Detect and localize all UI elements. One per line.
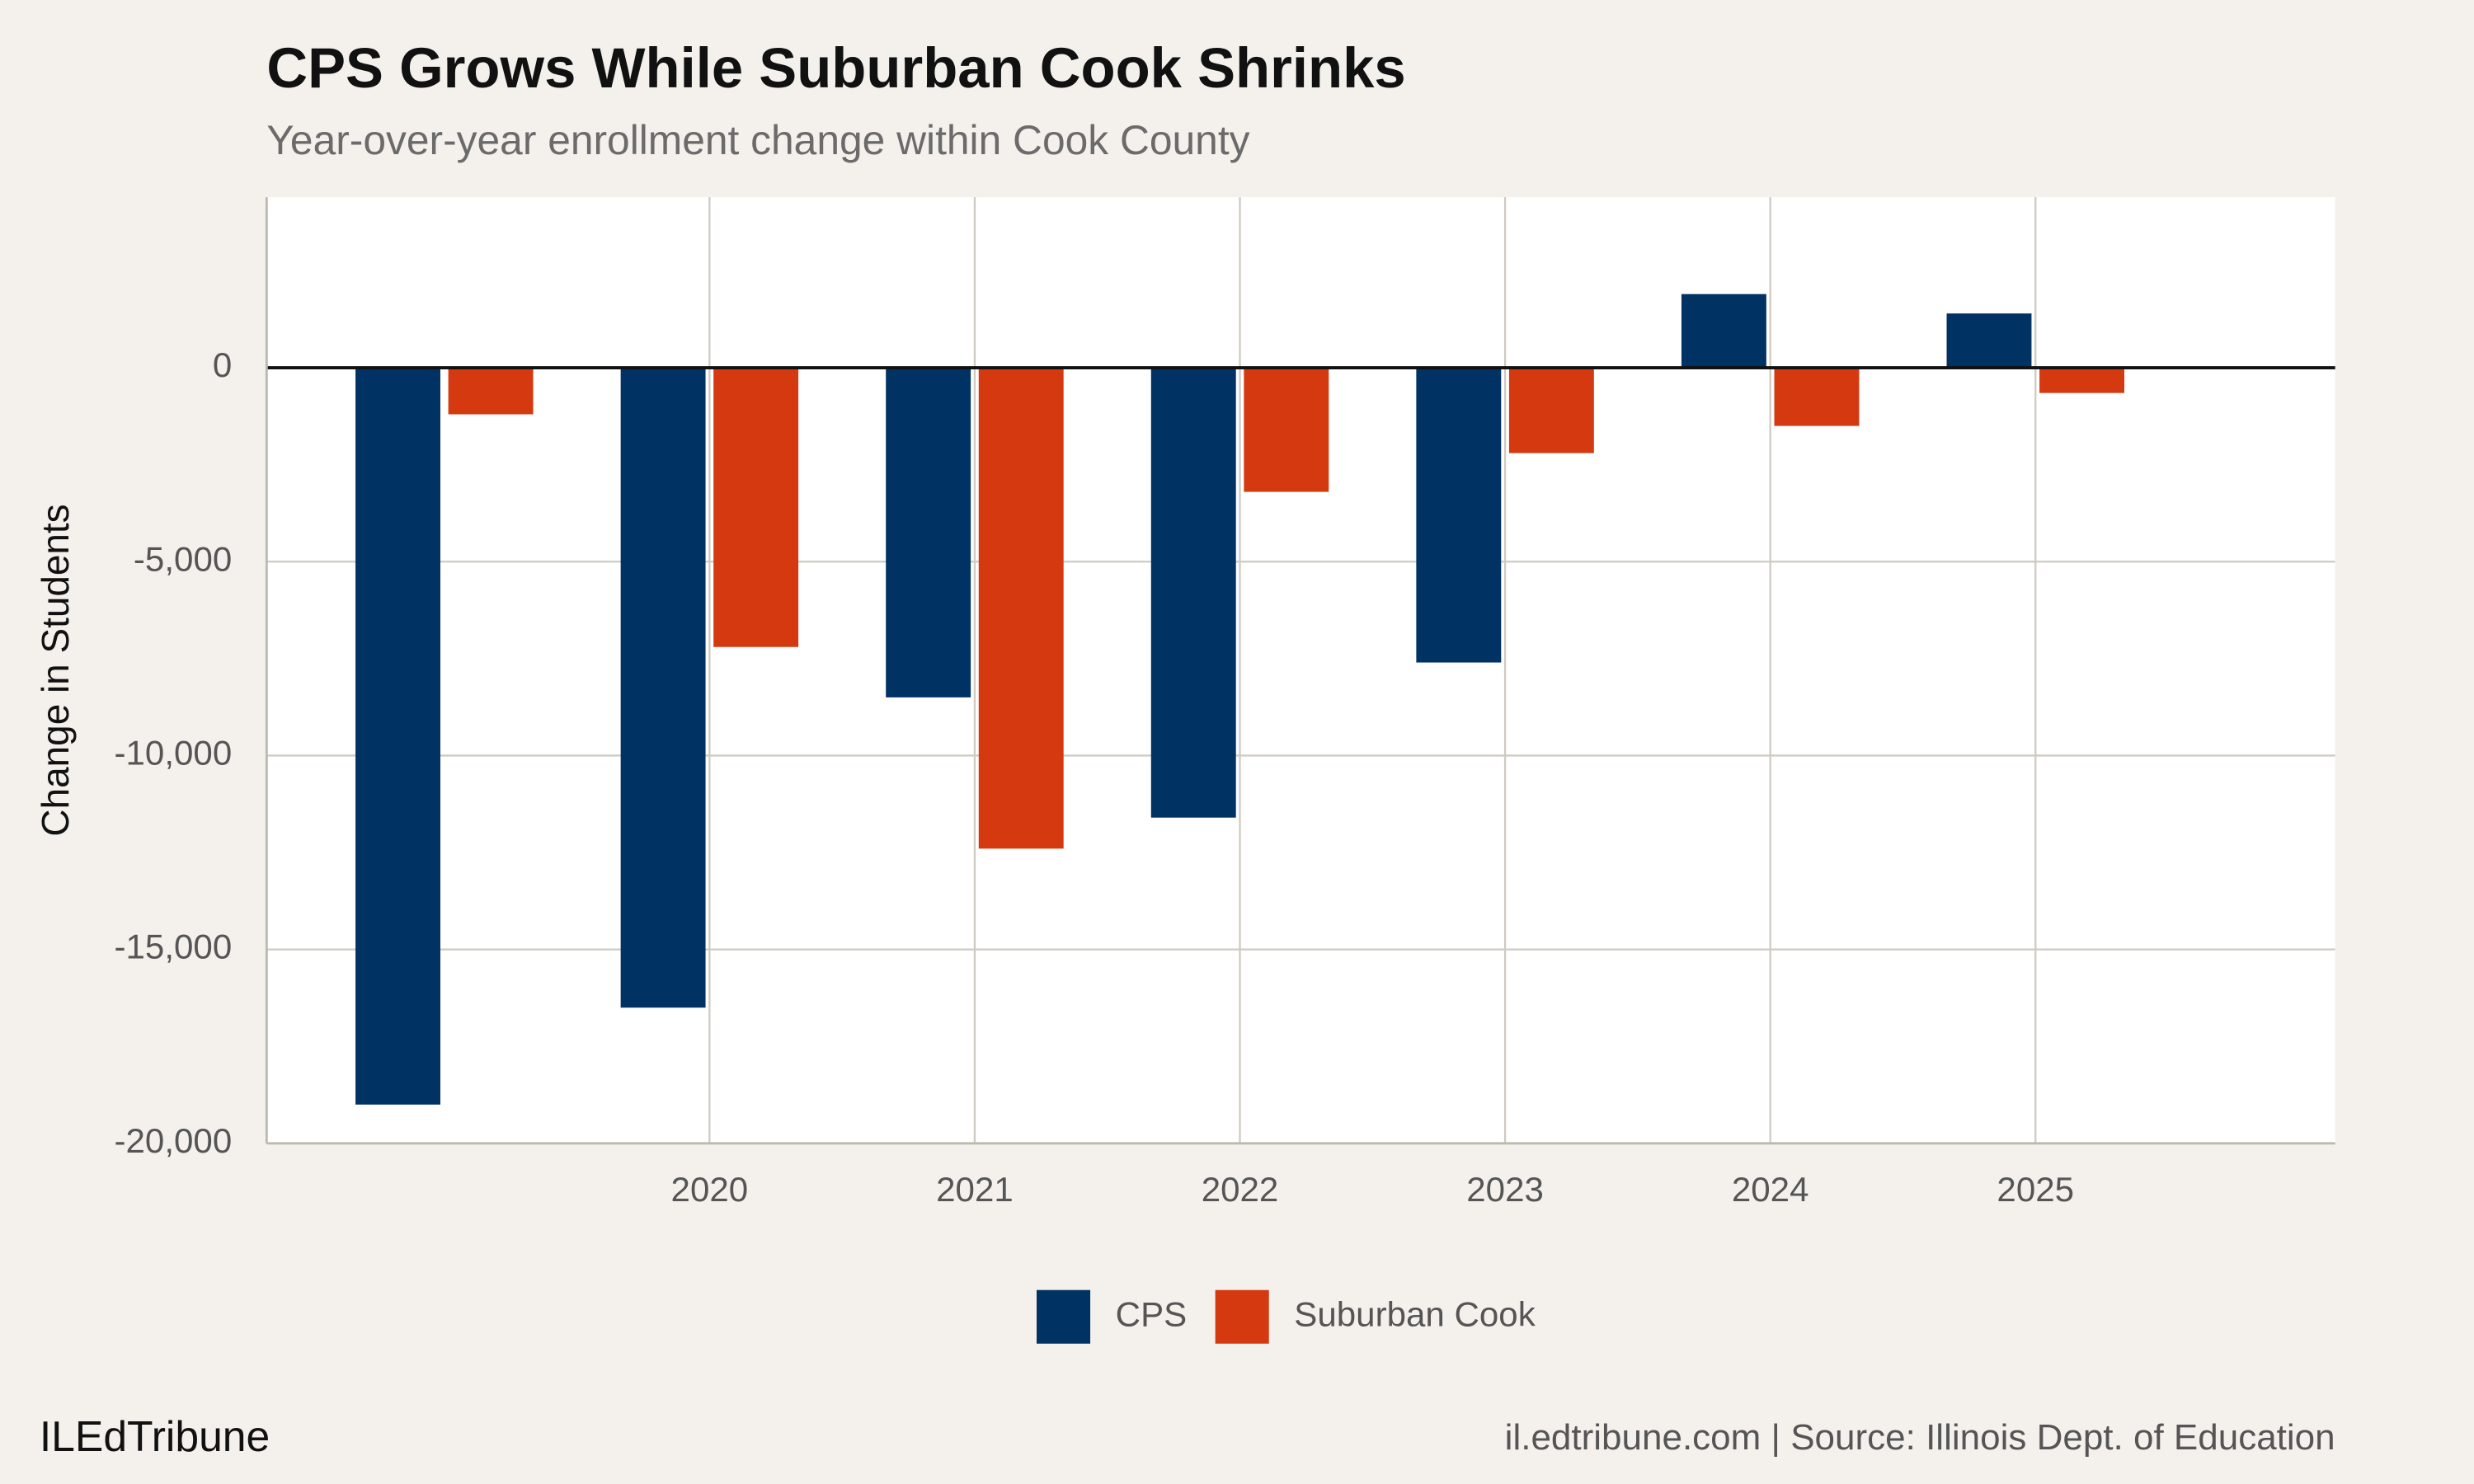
x-tick-label: 2020 [671,1170,749,1209]
bar [886,368,971,697]
y-tick-label: -10,000 [115,734,233,773]
axes: -20,000 -15,000 -10,000 -5,000 0 2020 2021 2022… [115,197,2335,1209]
legend: CPS Suburban Cook [1037,1289,1536,1344]
bar [620,368,706,1008]
x-tick-label: 2022 [1202,1170,1279,1209]
footer-brand: ILEdTribune [40,1412,270,1460]
y-tick-label: -5,000 [134,539,232,578]
bar [1508,368,1594,453]
chart-subtitle: Year-over-year enrollment change within … [266,117,1249,163]
bar [978,368,1064,849]
legend-swatch [1037,1289,1091,1344]
legend-swatch [1215,1289,1269,1344]
footer-source: il.edtribune.com | Source: Illinois Dept… [1505,1417,2335,1458]
y-tick-label: -20,000 [115,1121,233,1160]
bar [448,368,534,415]
bars [355,294,2124,1105]
y-tick-label: -15,000 [115,928,233,966]
bar [1774,368,1860,426]
bar [1946,313,2032,369]
legend-label: CPS [1116,1294,1188,1333]
y-tick-label: 0 [213,345,232,384]
chart-title: CPS Grows While Suburban Cook Shrinks [266,36,1405,100]
x-tick-label: 2023 [1466,1170,1544,1209]
bar [355,368,440,1105]
x-tick-label: 2021 [936,1170,1014,1209]
y-axis-label: Change in Students [34,504,77,836]
bar [1244,368,1329,492]
x-tick-label: 2024 [1732,1170,1809,1209]
legend-label: Suburban Cook [1294,1294,1536,1333]
bar [1416,368,1502,663]
x-tick-label: 2025 [1997,1170,2074,1209]
bar [1150,368,1236,818]
bar [2039,368,2124,393]
bar [1681,294,1766,369]
bar [713,368,799,647]
